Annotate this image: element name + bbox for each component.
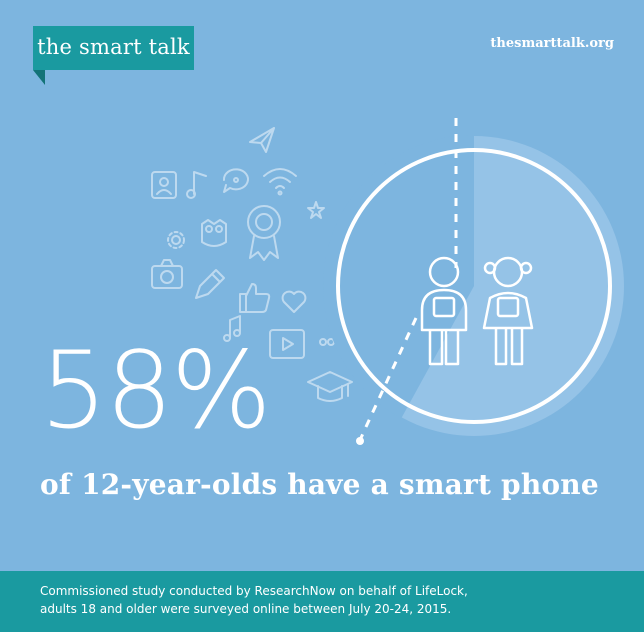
boy-figure — [420, 256, 468, 366]
thumbs-up-icon — [239, 283, 271, 313]
wifi-icon — [263, 168, 297, 196]
footnote: Commissioned study conducted by Research… — [40, 582, 630, 618]
music-note-icon — [223, 315, 241, 342]
pencil-icon — [195, 269, 225, 299]
statistic-caption: of 12-year-olds have a smart phone — [40, 468, 599, 501]
pie-wedge-remaining — [323, 135, 474, 419]
chat-bubble-icon — [222, 168, 249, 193]
brand-logo-fold — [33, 70, 45, 85]
video-icon — [269, 329, 305, 359]
contact-icon — [151, 171, 177, 199]
camera-icon — [151, 259, 183, 289]
site-url: thesmarttalk.org — [490, 36, 614, 51]
statistic-pie — [323, 118, 624, 445]
icon-cloud — [151, 127, 353, 402]
award-ribbon-icon — [247, 205, 281, 261]
owl-icon — [201, 219, 227, 247]
paper-plane-icon — [249, 127, 275, 153]
gear-icon — [167, 231, 185, 249]
footnote-line-1: Commissioned study conducted by Research… — [40, 584, 468, 598]
graduation-cap-icon — [307, 371, 353, 402]
star-icon — [307, 201, 325, 219]
footer-band — [0, 571, 644, 632]
girl-figure — [482, 256, 534, 366]
music-note-icon — [186, 171, 207, 199]
footnote-line-2: adults 18 and older were surveyed online… — [40, 602, 452, 616]
heart-icon — [281, 290, 307, 313]
brand-logo: the smart talk — [33, 26, 194, 70]
statistic-value: 58% — [40, 329, 272, 452]
